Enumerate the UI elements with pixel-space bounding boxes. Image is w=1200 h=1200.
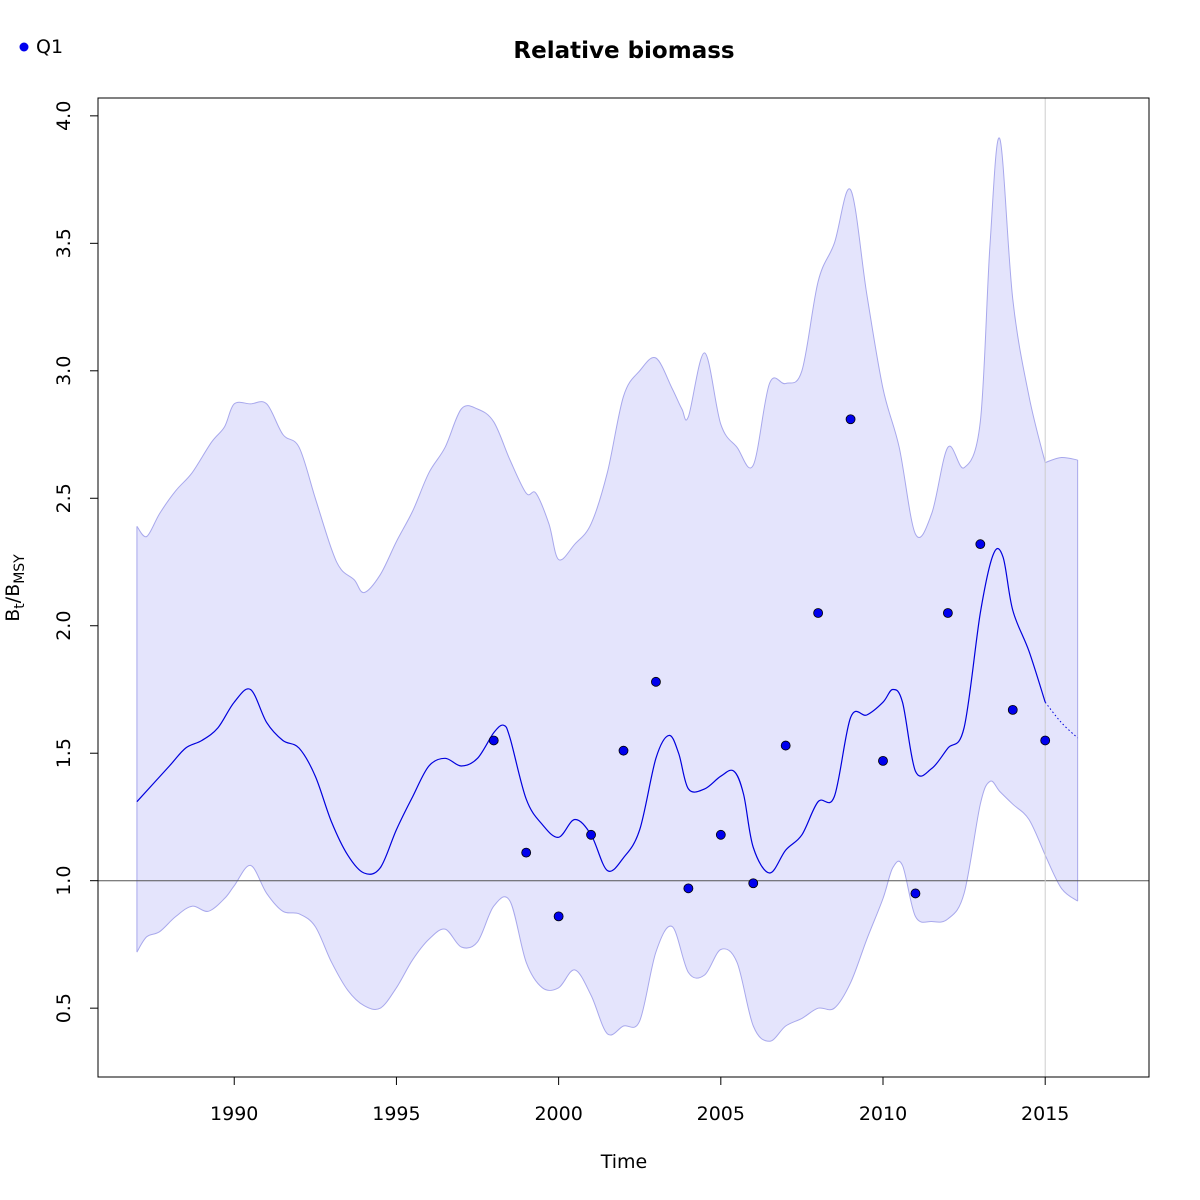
- data-point-q1: [910, 888, 921, 899]
- data-point-q1: [780, 740, 791, 751]
- y-label-b: B: [2, 609, 24, 622]
- x-tick-label: 2015: [1021, 1103, 1069, 1125]
- x-axis: 1990 1995 2000 2005 2010 2015: [210, 1077, 1069, 1125]
- data-point-q1: [651, 676, 661, 687]
- legend-marker-q1: [19, 42, 29, 52]
- prediction-upper-line: [1045, 456, 1078, 464]
- data-point-q1: [521, 847, 532, 858]
- ci-lower-line: [136, 780, 1046, 1042]
- y-axis-label: Bt/BMSY: [2, 554, 28, 622]
- x-tick-label: 1995: [372, 1103, 420, 1125]
- data-point-q1: [813, 608, 824, 618]
- x-tick-label: 2010: [859, 1103, 907, 1125]
- data-point-q1: [878, 755, 888, 766]
- biomass-estimate-line: [136, 548, 1046, 875]
- y-axis: 0.5 1.0 1.5 2.0 2.5 3.0 3.5 4.0: [53, 101, 98, 1023]
- data-point-q1: [1040, 735, 1051, 746]
- prediction-band: [1045, 457, 1078, 902]
- data-point-q1: [488, 735, 499, 746]
- y-tick-label: 2.0: [53, 611, 75, 641]
- legend: Q1: [19, 36, 63, 58]
- data-point-q1: [942, 608, 953, 618]
- data-point-q1: [975, 539, 986, 550]
- data-point-q1: [715, 829, 726, 840]
- y-tick-label: 4.0: [53, 101, 75, 131]
- data-point-q1: [845, 414, 856, 425]
- legend-label-q1: Q1: [36, 36, 63, 58]
- y-tick-label: 0.5: [53, 993, 75, 1023]
- data-point-q1: [1007, 704, 1018, 715]
- confidence-band: [136, 137, 1046, 1042]
- chart-title: Relative biomass: [513, 38, 734, 64]
- ci-upper-line: [136, 137, 1046, 594]
- y-label-sub-msy: MSY: [12, 554, 28, 584]
- data-point-q1: [683, 883, 694, 894]
- x-axis-label: Time: [600, 1151, 648, 1173]
- data-point-q1: [748, 878, 759, 889]
- y-tick-label: 3.5: [53, 228, 75, 258]
- y-tick-label: 2.5: [53, 483, 75, 513]
- y-tick-label: 1.5: [53, 738, 75, 768]
- y-tick-label: 3.0: [53, 356, 75, 386]
- x-tick-label: 2005: [697, 1103, 745, 1125]
- x-tick-label: 1990: [210, 1103, 258, 1125]
- x-tick-label: 2000: [534, 1103, 582, 1125]
- data-point-q1: [553, 911, 564, 922]
- y-label-slash-b: /B: [2, 584, 24, 603]
- data-point-q1: [586, 829, 596, 840]
- plot-area: [98, 98, 1149, 1077]
- data-point-q1: [618, 745, 629, 756]
- y-tick-label: 1.0: [53, 866, 75, 896]
- plot-frame: [97, 97, 1150, 1078]
- y-label-sub-t: t: [12, 603, 28, 609]
- prediction-lower-line: [1044, 854, 1078, 902]
